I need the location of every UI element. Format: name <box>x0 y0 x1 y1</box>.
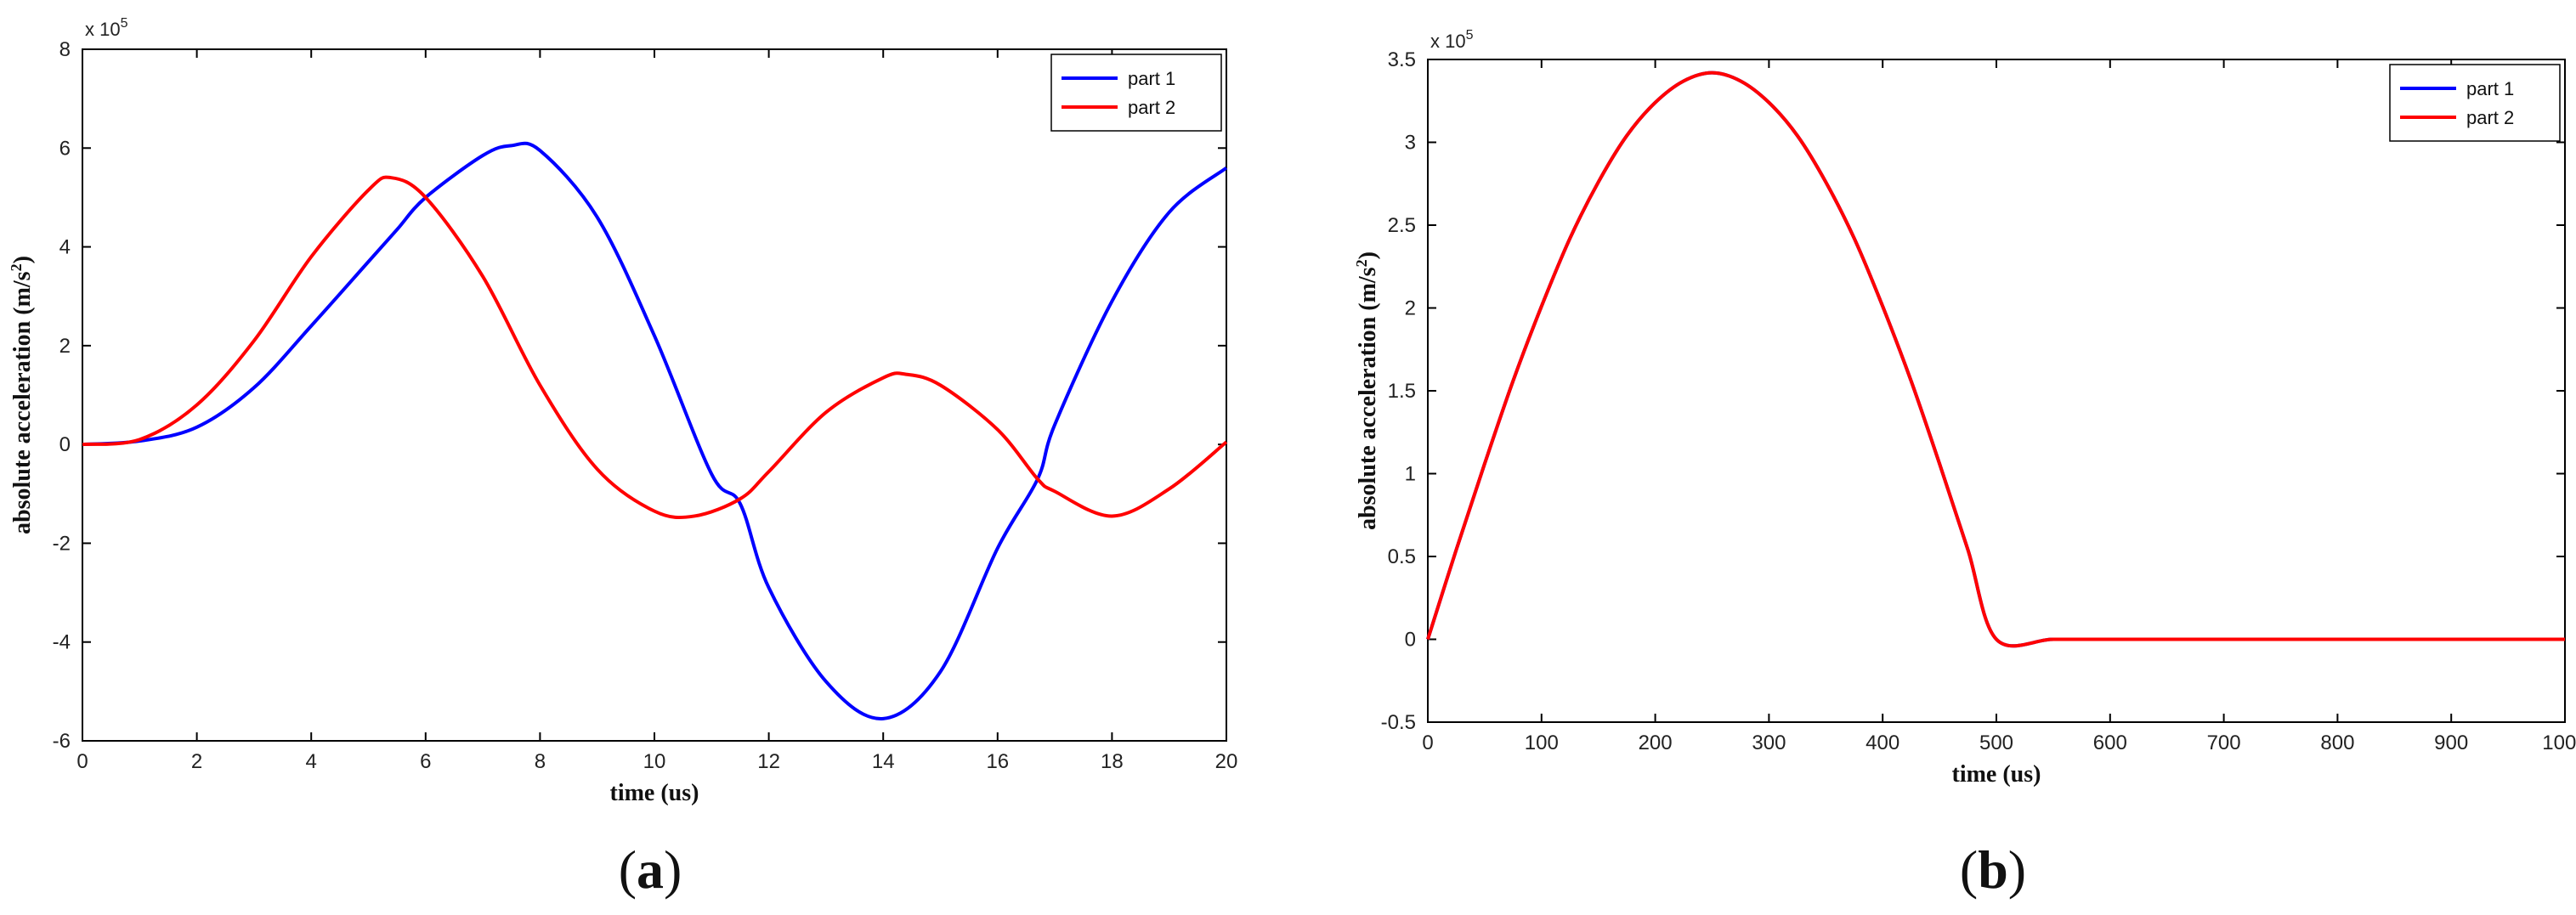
legend: part 1 part 2 <box>1050 54 1222 132</box>
plot-area <box>82 48 1227 742</box>
y-tick-label: 0.5 <box>1388 545 1416 568</box>
y-tick-label: 0 <box>1405 629 1416 652</box>
series-line-2 <box>1426 71 2565 648</box>
chart-panel-b: 0 100 200 300 400 500 600 700 800 900 1000 -0.5 0 0.5… <box>1353 28 2576 900</box>
panel-caption: (b) <box>1960 839 2026 900</box>
x-tick-label: 0 <box>1422 731 1433 754</box>
x-tick-label: 8 <box>535 750 546 773</box>
y-tick-label: 4 <box>59 236 71 259</box>
y-tick-label: 8 <box>59 38 71 61</box>
x-tick-label: 800 <box>2320 731 2354 754</box>
y-tick-label: 0 <box>59 433 71 456</box>
x-tick-label: 0 <box>76 750 88 773</box>
x-tick-label: 600 <box>2093 731 2127 754</box>
x-tick-label: 10 <box>643 750 666 773</box>
chart-panel-a: 0 2 4 6 8 10 12 14 16 18 20 -6 -4 -2 0 2 4 6 8 x 105 time (u… <box>8 16 1237 900</box>
legend-box <box>2389 64 2561 142</box>
x-tick-label: 6 <box>420 750 431 773</box>
x-tick-label: 2 <box>191 750 202 773</box>
y-tick-label: -4 <box>53 631 71 654</box>
x-tick-label: 100 <box>1525 731 1559 754</box>
y-axis-label: absolute acceleration (m/s2) <box>1353 251 1381 530</box>
y-tick-label: -2 <box>53 532 71 555</box>
x-tick-label: 1000 <box>2542 731 2576 754</box>
panel-caption: (a) <box>619 839 682 900</box>
y-tick-label: 2 <box>1405 297 1416 320</box>
y-tick-label: 1.5 <box>1388 380 1416 403</box>
y-tick-label: 3.5 <box>1388 48 1416 71</box>
x-tick-label: 20 <box>1215 750 1238 773</box>
legend-label-2: part 2 <box>1128 97 1175 118</box>
plot-area <box>1427 59 2566 723</box>
x-tick-label: 14 <box>872 750 895 773</box>
x-tick-label: 400 <box>1865 731 1899 754</box>
y-exponent-label: x 105 <box>1430 28 1474 52</box>
series-line-2 <box>82 175 1228 520</box>
x-tick-label: 16 <box>986 750 1009 773</box>
x-tick-label: 700 <box>2207 731 2241 754</box>
legend-box <box>1050 54 1222 132</box>
x-tick-label: 900 <box>2434 731 2468 754</box>
x-tick-label: 200 <box>1639 731 1673 754</box>
legend-label-1: part 1 <box>1128 68 1175 89</box>
y-tick-label: 3 <box>1405 132 1416 155</box>
y-tick-label: 2 <box>59 335 71 358</box>
y-tick-label: -0.5 <box>1381 711 1416 734</box>
y-tick-label: 1 <box>1405 463 1416 486</box>
y-tick-label: 2.5 <box>1388 214 1416 237</box>
x-tick-label: 300 <box>1752 731 1786 754</box>
y-tick-label: 6 <box>59 137 71 160</box>
x-axis-label: time (us) <box>1952 761 2041 788</box>
x-axis-label: time (us) <box>610 780 699 806</box>
y-tick-label: -6 <box>53 730 71 753</box>
x-tick-label: 12 <box>757 750 780 773</box>
x-tick-label: 4 <box>306 750 317 773</box>
y-exponent-label: x 105 <box>85 16 128 40</box>
x-tick-label: 18 <box>1101 750 1124 773</box>
y-axis-label: absolute acceleration (m/s2) <box>8 256 36 534</box>
legend-label-2: part 2 <box>2466 107 2514 128</box>
legend-label-1: part 1 <box>2466 78 2514 99</box>
legend: part 1 part 2 <box>2389 64 2561 142</box>
series-line-1 <box>82 141 1228 720</box>
x-tick-label: 500 <box>1979 731 2013 754</box>
